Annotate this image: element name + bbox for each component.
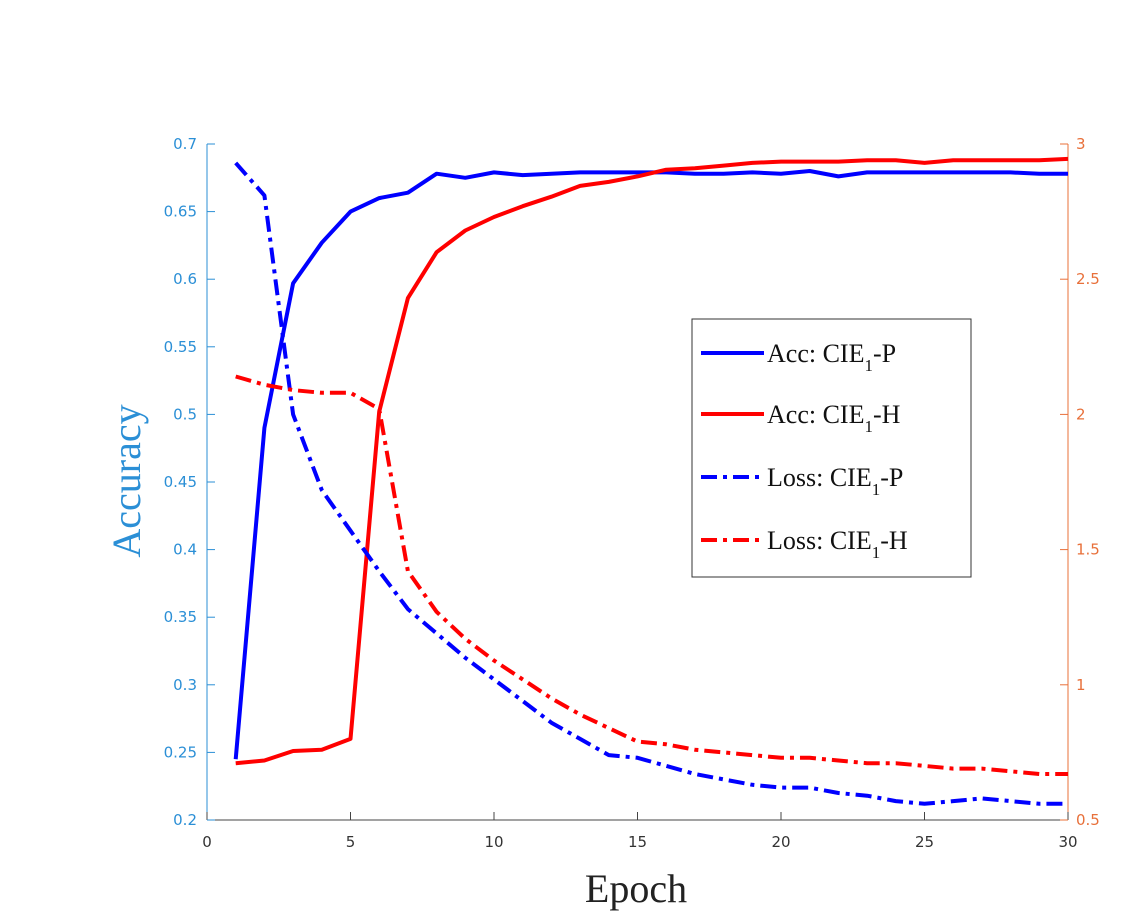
axes: [206, 143, 1069, 821]
y-left-tick-label: 0.25: [164, 743, 197, 761]
x-tick-label: 15: [628, 833, 647, 851]
y-right-tick-label: 3: [1076, 135, 1086, 153]
y-left-tick-label: 0.2: [173, 811, 197, 829]
x-axis-label: Epoch: [585, 866, 687, 911]
x-tick-label: 10: [484, 833, 503, 851]
y-left-tick-label: 0.6: [173, 270, 197, 288]
tick-labels: 0 5 10 15 20 25 30 0.2 0.25 0.3 0.35 0.4 0.45 0.5 0.55…: [164, 135, 1100, 851]
legend-label: Acc: CIE1-P: [767, 339, 896, 375]
y-right-tick-label: 1.5: [1076, 541, 1100, 559]
loss-cie1-h-line: [235, 374, 1068, 776]
y-right-tick-label: 1: [1076, 676, 1086, 694]
legend-label-prefix: Loss: CIE: [767, 526, 872, 555]
y-axis-label-left: Accuracy: [104, 404, 149, 557]
legend-box: [691, 318, 972, 578]
y-right-tick-label: 2: [1076, 405, 1086, 423]
y-left-tick-label: 0.35: [164, 608, 197, 626]
legend-label-subscript: 1: [872, 480, 881, 499]
y-left-tick-label: 0.65: [164, 203, 197, 221]
x-tick-label: 20: [771, 833, 790, 851]
legend-label: Loss: CIE1-H: [767, 526, 908, 562]
legend-label-suffix: -P: [873, 339, 896, 368]
y-left-tick-label: 0.3: [173, 676, 197, 694]
legend-label-prefix: Acc: CIE: [767, 339, 864, 368]
legend-label-prefix: Loss: CIE: [767, 463, 872, 492]
legend-label-subscript: 1: [864, 417, 873, 436]
y-left-tick-label: 0.55: [164, 338, 197, 356]
legend-label-subscript: 1: [864, 356, 873, 375]
legend-label-suffix: -H: [873, 400, 901, 429]
y-right-tick-label: 2.5: [1076, 270, 1100, 288]
y-left-tick-label: 0.5: [173, 405, 197, 423]
x-tick-label: 0: [202, 833, 212, 851]
legend-label-suffix: -H: [880, 526, 908, 555]
acc-cie1-h-line: [235, 156, 1069, 766]
legend-label: Acc: CIE1-H: [767, 400, 901, 436]
legend-label: Loss: CIE1-P: [767, 463, 903, 499]
legend-label-prefix: Acc: CIE: [767, 400, 864, 429]
y-left-tick-label: 0.4: [173, 541, 197, 559]
y-left-tick-label: 0.45: [164, 473, 197, 491]
legend-label-subscript: 1: [872, 543, 881, 562]
x-tick-label: 30: [1058, 833, 1077, 851]
series-lines: [233, 156, 1069, 806]
x-tick-label: 5: [346, 833, 356, 851]
y-right-tick-label: 0.5: [1076, 811, 1100, 829]
x-tick-label: 25: [915, 833, 934, 851]
legend-label-suffix: -P: [880, 463, 903, 492]
loss-cie1-p-line: [234, 161, 1068, 806]
y-left-tick-label: 0.7: [173, 135, 197, 153]
